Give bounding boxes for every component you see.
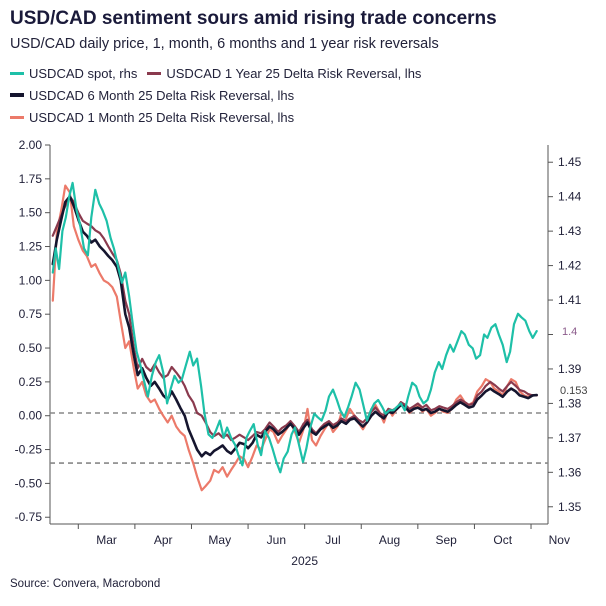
y-right-tick-label: 1.36: [558, 465, 582, 479]
y-right-tick-label: 1.39: [558, 362, 582, 376]
legend-swatch-rr6m: [10, 93, 24, 97]
x-tick-label: Mar: [96, 533, 117, 547]
y-right-tick-label: 1.38: [558, 396, 582, 410]
y-right-tick-label: 1.35: [558, 500, 582, 514]
y-left-tick-label: 1.75: [19, 172, 43, 186]
y-left-tick-label: 0.00: [19, 409, 43, 423]
y-left-tick-label: 1.50: [19, 206, 43, 220]
legend-item-rr1m: USDCAD 1 Month 25 Delta Risk Reversal, l…: [10, 110, 294, 125]
y-left-tick-label: 2.00: [19, 138, 43, 152]
x-tick-label: Aug: [379, 533, 400, 547]
series-line-spot: [51, 181, 538, 474]
y-left-tick-label: 1.25: [19, 240, 43, 254]
source-note: Source: Convera, Macrobond: [10, 578, 161, 590]
legend-label-spot: USDCAD spot, rhs: [29, 65, 138, 81]
y-left-tick-label: 0.50: [19, 341, 43, 355]
y-left-tick-label: 0.25: [19, 375, 43, 389]
legend-label-rr6m: USDCAD 6 Month 25 Delta Risk Reversal, l…: [29, 87, 295, 103]
legend-label-rr1m: USDCAD 1 Month 25 Delta Risk Reversal, l…: [29, 109, 295, 125]
legend-swatch-rr1m: [10, 115, 24, 119]
legend-label-rr1y: USDCAD 1 Year 25 Delta Risk Reversal, lh…: [166, 65, 422, 81]
y-left-tick-label: -0.75: [15, 510, 43, 524]
series-line-rr6m: [51, 195, 539, 458]
x-tick-label: Sep: [435, 533, 457, 547]
x-tick-label: May: [208, 533, 231, 547]
x-tick-label: Jun: [267, 533, 286, 547]
y-left-tick-label: -0.25: [15, 443, 43, 457]
series-line-rr1m: [51, 184, 538, 492]
chart-plot: -0.75 -0.50 -0.25 0.00 0.25 0.50 0.75 1.00 1.25 1…: [15, 138, 588, 568]
x-tick-label: Oct: [493, 533, 512, 547]
y-left-tick-label: -0.50: [15, 476, 43, 490]
x-tick-label: Nov: [549, 533, 570, 547]
last-value-label-rr6m: 0.153: [560, 385, 588, 397]
last-value-label-spot: 1.4: [562, 326, 577, 338]
legend: USDCAD spot, rhs USDCAD 1 Year 25 Delta …: [10, 62, 600, 128]
legend-swatch-rr1y: [147, 71, 162, 75]
y-right-tick-label: 1.43: [558, 224, 582, 238]
legend-item-rr6m: USDCAD 6 Month 25 Delta Risk Reversal, l…: [10, 88, 294, 103]
y-right-tick-label: 1.37: [558, 431, 582, 445]
y-right-tick-label: 1.41: [558, 293, 582, 307]
chart-title: USD/CAD sentiment sours amid rising trad…: [10, 8, 497, 29]
legend-item-rr1y: USDCAD 1 Year 25 Delta Risk Reversal, lh…: [147, 66, 421, 81]
y-right-tick-label: 1.44: [558, 190, 582, 204]
y-left-tick-label: 0.75: [19, 307, 43, 321]
legend-item-spot: USDCAD spot, rhs: [10, 66, 137, 81]
legend-row-3: USDCAD 1 Month 25 Delta Risk Reversal, l…: [10, 106, 600, 128]
x-tick-label: Apr: [154, 533, 173, 547]
y-left-tick-label: 1.00: [19, 273, 43, 287]
legend-swatch-spot: [10, 71, 24, 75]
y-right-tick-label: 1.42: [558, 259, 582, 273]
y-right-tick-label: 1.45: [558, 155, 582, 169]
legend-row-2: USDCAD 6 Month 25 Delta Risk Reversal, l…: [10, 84, 600, 106]
x-year-label: 2025: [291, 554, 318, 568]
x-tick-label: Jul: [325, 533, 340, 547]
chart-subtitle: USD/CAD daily price, 1, month, 6 months …: [10, 36, 439, 52]
legend-row-1: USDCAD spot, rhs USDCAD 1 Year 25 Delta …: [10, 62, 600, 84]
